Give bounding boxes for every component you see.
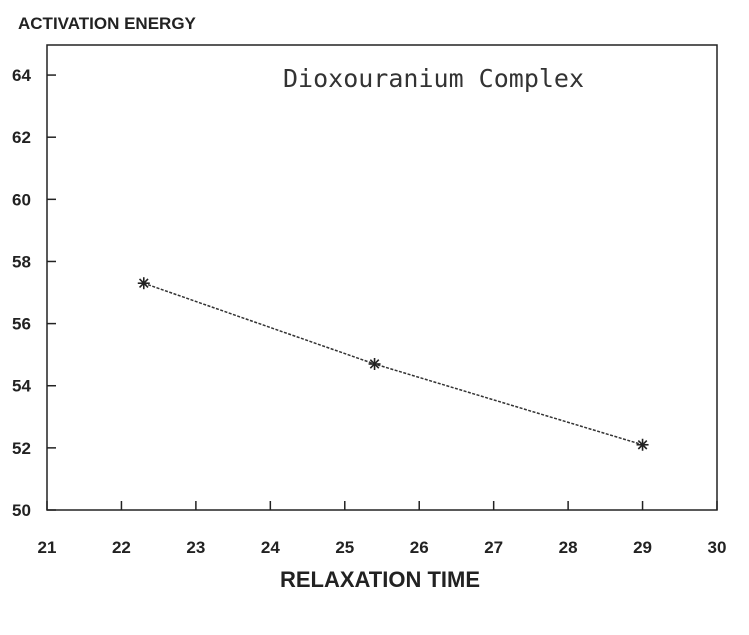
y-tick-label: 58 bbox=[12, 252, 31, 271]
x-axis-title: RELAXATION TIME bbox=[280, 567, 480, 592]
x-axis: 21 22 23 24 25 26 27 28 29 30 bbox=[38, 501, 727, 557]
x-tick-label: 28 bbox=[559, 538, 578, 557]
y-tick-label: 60 bbox=[12, 190, 31, 209]
x-tick-label: 29 bbox=[633, 538, 652, 557]
x-tick-label: 25 bbox=[335, 538, 354, 557]
data-point-marker bbox=[137, 277, 150, 290]
y-tick-label: 50 bbox=[12, 501, 31, 520]
x-tick-label: 22 bbox=[112, 538, 131, 557]
data-point-marker bbox=[368, 357, 381, 370]
x-tick-label: 24 bbox=[261, 538, 280, 557]
y-tick-label: 56 bbox=[12, 315, 31, 334]
y-tick-label: 54 bbox=[12, 377, 31, 396]
series-group bbox=[137, 277, 649, 451]
y-tick-label: 62 bbox=[12, 128, 31, 147]
y-tick-label: 52 bbox=[12, 439, 31, 458]
x-tick-label: 27 bbox=[484, 538, 503, 557]
plot-frame bbox=[46, 44, 718, 511]
data-point-marker bbox=[636, 438, 649, 451]
x-tick-label: 26 bbox=[410, 538, 429, 557]
x-tick-label: 30 bbox=[708, 538, 727, 557]
x-tick-label: 21 bbox=[38, 538, 57, 557]
x-tick-label: 23 bbox=[186, 538, 205, 557]
chart-annotation: Dioxouranium Complex bbox=[283, 64, 584, 93]
y-axis-title: ACTIVATION ENERGY bbox=[18, 14, 197, 33]
series-line bbox=[143, 282, 643, 446]
y-tick-label: 64 bbox=[12, 66, 31, 85]
y-axis: 50 52 54 56 58 60 62 64 bbox=[12, 66, 56, 520]
